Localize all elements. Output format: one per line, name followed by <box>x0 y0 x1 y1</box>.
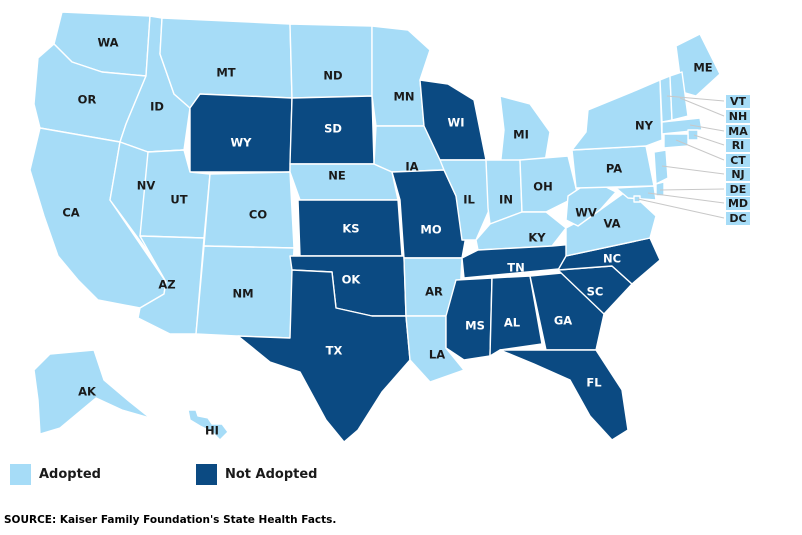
state-label-in: IN <box>499 193 513 207</box>
legend-not-adopted: Not Adopted <box>196 464 318 485</box>
leader-md <box>647 192 725 204</box>
state-label-vt: VT <box>730 95 747 108</box>
state-label-md: MD <box>728 197 748 210</box>
state-label-ks: KS <box>342 222 359 236</box>
state-labels: WA OR CA ID NV MT WY UT AZ CO NM ND SD NE KS OK TX MN IA MO… <box>62 36 712 438</box>
state-label-nd: ND <box>323 69 342 83</box>
legend-adopted-swatch <box>10 464 31 485</box>
state-label-al: AL <box>504 316 521 330</box>
label-box-ma <box>726 125 750 138</box>
state-nh <box>669 71 689 121</box>
label-box-nh <box>726 110 750 123</box>
state-label-ca: CA <box>62 206 79 220</box>
state-label-tn: TN <box>507 261 524 275</box>
label-box-md <box>726 197 750 210</box>
state-label-ct: CT <box>730 154 746 167</box>
state-ak <box>33 349 151 435</box>
state-label-sd: SD <box>324 122 342 136</box>
leader-de <box>659 188 725 191</box>
state-wy <box>189 93 293 173</box>
state-label-ar: AR <box>425 285 443 299</box>
leader-ma <box>689 124 725 132</box>
state-label-nj: NJ <box>731 168 744 181</box>
state-label-ia: IA <box>405 160 418 174</box>
state-label-sc: SC <box>587 285 604 299</box>
legend-adopted-label: Adopted <box>39 467 101 482</box>
state-label-ri: RI <box>732 139 745 152</box>
leader-ct <box>675 139 725 161</box>
legend-not-adopted-label: Not Adopted <box>225 467 318 482</box>
state-label-oh: OH <box>533 180 552 194</box>
label-box-nj <box>726 168 750 181</box>
state-label-wv: WV <box>575 206 597 220</box>
state-label-de: DE <box>730 183 747 196</box>
leader-dc <box>637 198 725 219</box>
leader-ri <box>693 134 725 146</box>
state-label-mo: MO <box>420 223 441 237</box>
label-box-ct <box>726 154 750 167</box>
state-md <box>615 185 657 201</box>
state-mn <box>371 25 431 127</box>
state-label-co: CO <box>249 208 267 222</box>
state-ri <box>687 129 699 141</box>
state-fl <box>499 349 629 441</box>
state-label-nv: NV <box>137 179 156 193</box>
state-ct <box>663 133 689 149</box>
legend-adopted: Adopted <box>10 464 101 485</box>
state-label-or: OR <box>78 93 97 107</box>
state-label-nc: NC <box>603 252 621 266</box>
state-label-ga: GA <box>554 314 572 328</box>
label-box-de <box>726 183 750 196</box>
state-label-ny: NY <box>635 119 654 133</box>
state-label-nh: NH <box>729 110 747 123</box>
label-box-ri <box>726 139 750 152</box>
state-label-nm: NM <box>232 287 253 301</box>
state-dc <box>633 195 641 203</box>
state-shapes <box>29 11 721 443</box>
state-label-wy: WY <box>230 136 252 150</box>
state-label-me: ME <box>693 61 712 75</box>
state-label-la: LA <box>429 348 445 362</box>
state-label-wi: WI <box>448 116 465 130</box>
state-label-ma: MA <box>728 125 748 138</box>
state-label-mn: MN <box>393 90 414 104</box>
state-label-ky: KY <box>528 231 546 245</box>
state-nd <box>289 23 373 99</box>
leader-nj <box>661 165 725 175</box>
state-label-il: IL <box>463 193 475 207</box>
state-label-ms: MS <box>465 319 485 333</box>
state-label-az: AZ <box>158 278 175 292</box>
state-nj <box>653 149 669 185</box>
state-label-mt: MT <box>216 66 235 80</box>
state-al <box>489 275 543 357</box>
ne-leader-lines <box>637 95 725 219</box>
legend-not-adopted-swatch <box>196 464 217 485</box>
state-label-fl: FL <box>586 376 602 390</box>
state-label-tx: TX <box>326 344 343 358</box>
state-label-dc: DC <box>729 212 746 225</box>
state-oh <box>519 155 579 213</box>
state-label-pa: PA <box>606 162 622 176</box>
state-label-wa: WA <box>97 36 118 50</box>
leader-vt <box>666 95 725 102</box>
state-label-id: ID <box>150 100 164 114</box>
state-label-ak: AK <box>78 385 97 399</box>
state-hi <box>187 409 229 441</box>
state-label-ne: NE <box>328 169 346 183</box>
state-label-va: VA <box>603 217 620 231</box>
label-box-dc <box>726 212 750 225</box>
state-label-ok: OK <box>342 273 362 287</box>
leader-nh <box>679 97 725 117</box>
state-tx <box>237 269 411 443</box>
state-ny <box>571 79 663 151</box>
source-note: SOURCE: Kaiser Family Foundation's State… <box>4 514 337 526</box>
label-box-vt <box>726 95 750 108</box>
state-label-mi: MI <box>513 128 529 142</box>
state-label-hi: HI <box>205 424 219 438</box>
state-de <box>655 181 665 197</box>
state-label-ut: UT <box>170 193 187 207</box>
